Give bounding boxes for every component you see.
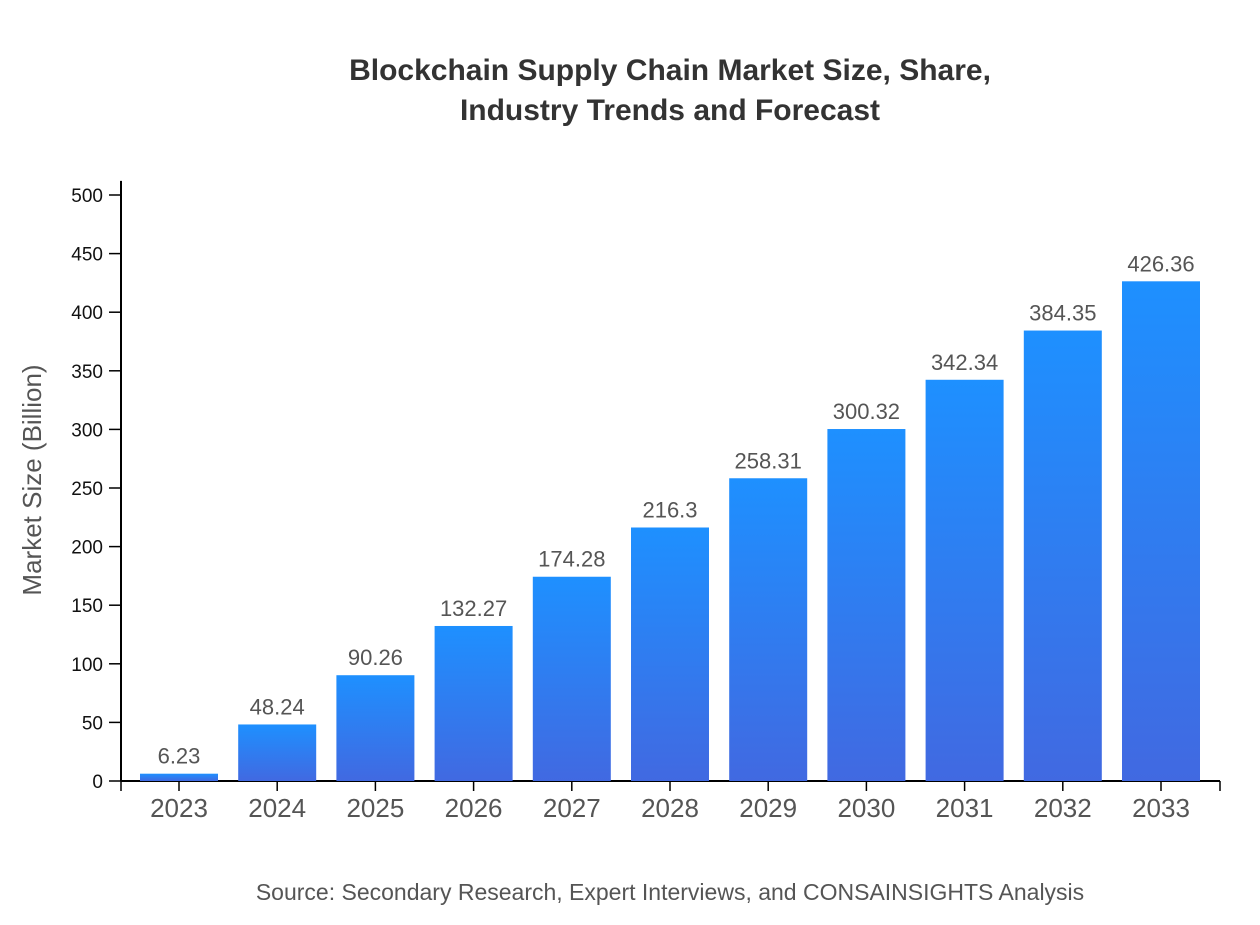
data-label-2028: 216.3 [642, 497, 697, 522]
bar-2025 [336, 675, 415, 781]
y-tick-label: 50 [82, 713, 103, 734]
x-tick-label: 2032 [1034, 793, 1092, 823]
bar-2032 [1023, 330, 1102, 781]
y-tick-label: 150 [71, 596, 103, 617]
y-tick-label: 0 [92, 772, 103, 793]
bar-2024 [238, 724, 317, 781]
bar-2023 [140, 773, 218, 781]
x-tick-label: 2027 [543, 793, 601, 823]
data-label-2030: 300.32 [833, 399, 900, 424]
data-label-2033: 426.36 [1127, 251, 1194, 276]
y-tick-label: 500 [71, 186, 103, 207]
y-tick-label: 250 [71, 479, 103, 500]
y-tick-label: 450 [71, 245, 103, 266]
data-label-2029: 258.31 [735, 448, 802, 473]
x-tick-label: 2033 [1132, 793, 1190, 823]
data-label-2025: 90.26 [348, 645, 403, 670]
data-label-2032: 384.35 [1029, 301, 1096, 326]
bar-2029 [729, 478, 808, 781]
bar-2030 [827, 429, 906, 781]
x-tick-label: 2028 [641, 793, 699, 823]
x-tick-label: 2030 [837, 793, 895, 823]
x-tick-label: 2023 [150, 793, 208, 823]
bars: 6.23 48.24 90.26 132.27 174.28 216.3 258.31 300… [140, 251, 1200, 781]
x-tick-label: 2024 [248, 793, 306, 823]
x-tick-label: 2026 [445, 793, 503, 823]
data-label-2027: 174.28 [538, 547, 605, 572]
y-axis: 0 50 100 150 200 250 300 350 400 450 500 [71, 180, 122, 793]
x-axis: 2023 2024 2025 2026 2027 2028 2029 2030 2031 2032… [120, 780, 1221, 823]
bar-2027 [532, 576, 611, 781]
bar-2026 [434, 625, 513, 781]
bar-2033 [1122, 281, 1200, 781]
chart-title-line-2: Industry Trends and Forecast [460, 94, 880, 127]
data-label-2026: 132.27 [440, 596, 507, 621]
source-note: Source: Secondary Research, Expert Inter… [256, 879, 1084, 905]
x-tick-label: 2025 [346, 793, 404, 823]
y-tick-label: 300 [71, 420, 103, 441]
data-label-2023: 6.23 [158, 744, 201, 769]
chart-title-line-1: Blockchain Supply Chain Market Size, Sha… [349, 54, 991, 87]
data-label-2024: 48.24 [250, 694, 305, 719]
bar-2028 [631, 527, 709, 781]
y-tick-label: 200 [71, 538, 103, 559]
data-label-2031: 342.34 [931, 350, 998, 375]
y-tick-label: 400 [71, 303, 103, 324]
x-tick-label: 2031 [936, 793, 994, 823]
y-tick-label: 350 [71, 362, 103, 383]
x-tick-label: 2029 [739, 793, 797, 823]
y-tick-label: 100 [71, 655, 103, 676]
bar-2031 [925, 379, 1004, 781]
y-axis-label: Market Size (Billion) [17, 364, 47, 595]
